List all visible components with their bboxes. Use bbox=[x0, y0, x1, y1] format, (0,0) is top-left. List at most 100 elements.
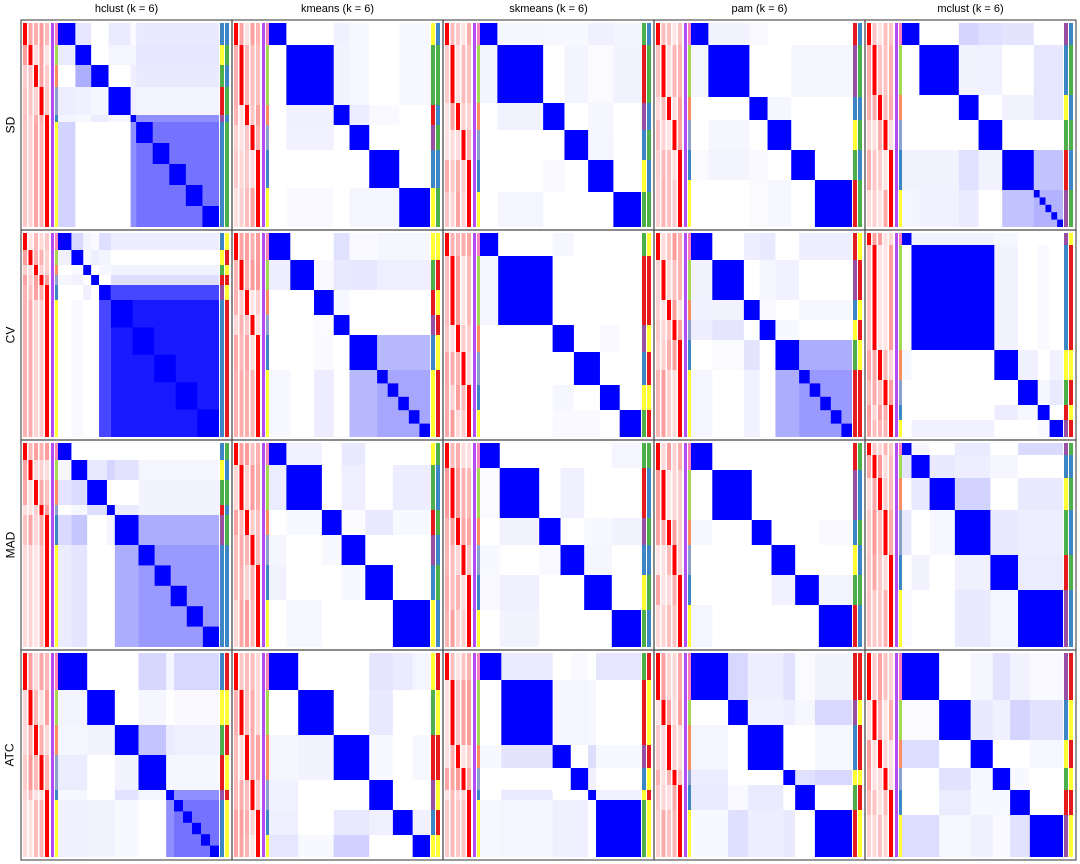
membership-annotation bbox=[872, 420, 877, 437]
silhouette-annotation bbox=[684, 23, 687, 227]
heatmap-diagonal-block bbox=[480, 653, 502, 680]
membership-annotation bbox=[878, 350, 882, 380]
heatmap-diagonal-block bbox=[552, 745, 571, 768]
heatmap-offdiag-cell bbox=[970, 700, 993, 740]
membership-annotation bbox=[678, 23, 682, 45]
membership-annotation bbox=[239, 370, 244, 437]
membership-annotation bbox=[456, 160, 460, 192]
membership-annotation bbox=[245, 810, 249, 835]
membership-annotation bbox=[867, 768, 871, 790]
membership-annotation bbox=[467, 518, 471, 545]
membership-annotation bbox=[456, 233, 460, 256]
membership-annotation bbox=[672, 233, 677, 260]
class-annotation bbox=[266, 443, 269, 465]
membership-annotation bbox=[867, 190, 871, 227]
membership-annotation bbox=[461, 518, 466, 545]
heatmap-offdiag-cell bbox=[136, 115, 219, 122]
membership-annotation bbox=[445, 575, 449, 610]
right-annotation-1 bbox=[431, 125, 435, 150]
membership-annotation bbox=[889, 653, 893, 700]
membership-annotation bbox=[883, 150, 888, 190]
membership-annotation bbox=[39, 285, 44, 300]
right-annotation-2 bbox=[647, 680, 651, 745]
right-annotation-2 bbox=[647, 256, 651, 325]
heatmap-offdiag-cell bbox=[365, 510, 393, 535]
heatmap-diagonal-block bbox=[543, 103, 565, 130]
right-annotation-2 bbox=[225, 285, 229, 300]
membership-annotation bbox=[678, 653, 682, 700]
membership-annotation bbox=[245, 23, 249, 45]
heatmap-offdiag-cell bbox=[1002, 190, 1034, 227]
right-annotation-1 bbox=[1064, 190, 1068, 227]
silhouette-annotation bbox=[473, 233, 476, 437]
class-annotation bbox=[688, 340, 691, 370]
right-annotation-1 bbox=[220, 725, 224, 755]
right-annotation-2 bbox=[225, 65, 229, 87]
membership-annotation bbox=[456, 745, 460, 768]
membership-annotation bbox=[450, 130, 455, 160]
membership-annotation bbox=[23, 515, 27, 545]
membership-annotation bbox=[872, 190, 877, 227]
heatmap-offdiag-cell bbox=[596, 790, 641, 800]
heatmap-offdiag-cell bbox=[958, 23, 979, 45]
heatmap-offdiag-cell bbox=[911, 233, 995, 245]
membership-annotation bbox=[28, 45, 33, 65]
heatmap-offdiag-cell bbox=[1049, 350, 1063, 380]
heatmap-diagonal-block bbox=[1029, 815, 1063, 857]
membership-annotation bbox=[450, 790, 455, 800]
heatmap-offdiag-cell bbox=[994, 245, 1019, 350]
heatmap-offdiag-cell bbox=[571, 680, 588, 745]
right-annotation-2 bbox=[647, 800, 651, 857]
membership-annotation bbox=[23, 115, 27, 122]
heatmap-offdiag-cell bbox=[939, 768, 971, 790]
right-annotation-2 bbox=[225, 790, 229, 800]
membership-annotation bbox=[239, 315, 244, 335]
silhouette-annotation bbox=[473, 443, 476, 647]
membership-annotation bbox=[234, 290, 238, 315]
heatmap-offdiag-cell bbox=[99, 250, 111, 265]
heatmap-offdiag-cell bbox=[994, 233, 1018, 245]
membership-annotation bbox=[889, 23, 893, 45]
heatmap-offdiag-cell bbox=[691, 320, 713, 340]
heatmap-subblock bbox=[202, 626, 219, 647]
class-annotation bbox=[477, 443, 480, 468]
membership-annotation bbox=[461, 468, 466, 518]
class-annotation bbox=[899, 405, 902, 420]
right-annotation-2 bbox=[858, 300, 862, 320]
heatmap-offdiag-cell bbox=[613, 45, 641, 103]
heatmap-diagonal-block bbox=[795, 575, 819, 605]
membership-annotation bbox=[661, 340, 666, 370]
heatmap-offdiag-cell bbox=[574, 410, 600, 437]
heatmap-offdiag-cell bbox=[747, 653, 784, 700]
heatmap-offdiag-cell bbox=[990, 510, 1019, 555]
membership-annotation bbox=[45, 800, 49, 857]
membership-annotation bbox=[256, 233, 260, 260]
heatmap-offdiag-cell bbox=[902, 150, 920, 190]
right-annotation-2 bbox=[647, 385, 651, 410]
heatmap-subblock bbox=[136, 122, 153, 143]
right-annotation-1 bbox=[642, 352, 646, 385]
membership-annotation bbox=[256, 810, 260, 835]
heatmap-offdiag-cell bbox=[341, 465, 366, 510]
membership-annotation bbox=[678, 180, 682, 227]
membership-annotation bbox=[23, 250, 27, 265]
heatmap-offdiag-cell bbox=[818, 575, 852, 605]
right-annotation-2 bbox=[647, 233, 651, 256]
heatmap-diagonal-block bbox=[747, 725, 784, 770]
heatmap-subblock bbox=[841, 423, 852, 437]
right-annotation-2 bbox=[225, 505, 229, 515]
right-annotation-2 bbox=[1069, 120, 1073, 150]
right-annotation-1 bbox=[431, 510, 435, 535]
heatmap-diagonal-block bbox=[712, 260, 744, 300]
membership-annotation bbox=[872, 790, 877, 815]
membership-annotation bbox=[889, 405, 893, 420]
membership-annotation bbox=[28, 65, 33, 87]
right-annotation-1 bbox=[642, 610, 646, 647]
membership-annotation bbox=[34, 725, 38, 755]
heatmap-offdiag-cell bbox=[708, 23, 750, 45]
membership-annotation bbox=[667, 370, 671, 437]
membership-annotation bbox=[23, 545, 27, 647]
right-annotation-1 bbox=[1064, 120, 1068, 150]
membership-annotation bbox=[256, 443, 260, 465]
membership-annotation bbox=[883, 233, 888, 245]
